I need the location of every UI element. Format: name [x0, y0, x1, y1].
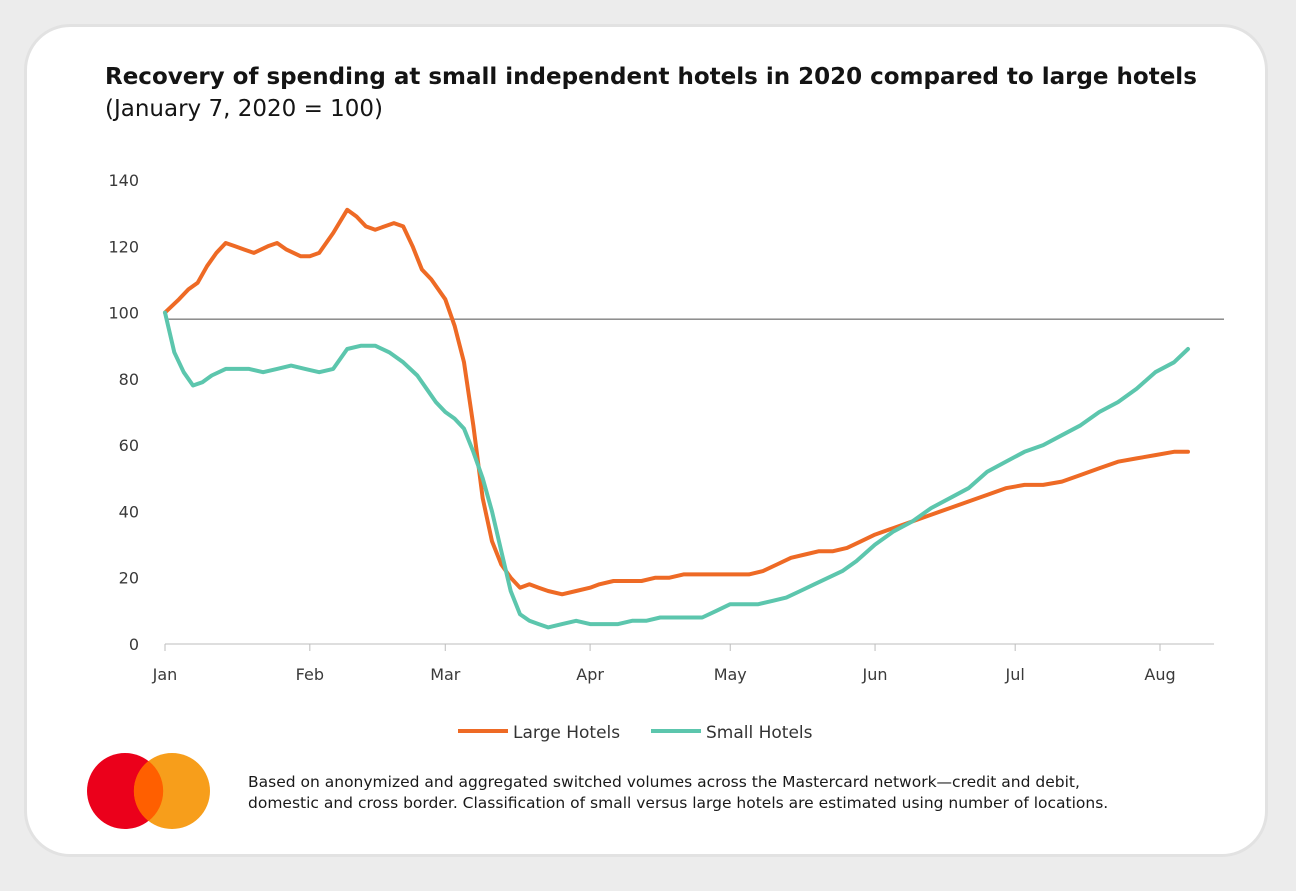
y-axis: 0 20 40 60 80 100 120 140: [108, 171, 139, 654]
chart-subtitle: (January 7, 2020 = 100): [105, 96, 384, 122]
y-tick-label: 120: [108, 237, 139, 256]
y-tick-label: 0: [129, 635, 139, 654]
footnote-line-1: Based on anonymized and aggregated switc…: [248, 773, 1080, 791]
legend-label-small-hotels: Small Hotels: [706, 723, 813, 743]
y-tick-label: 140: [108, 171, 139, 190]
legend-label-large-hotels: Large Hotels: [513, 723, 620, 743]
y-tick-label: 60: [119, 436, 139, 455]
legend: Large Hotels Small Hotels: [458, 723, 813, 743]
mastercard-overlap: [133, 761, 164, 821]
chart-title: Recovery of spending at small independen…: [105, 64, 1197, 90]
chart-card: [24, 24, 1268, 857]
series-line-small-hotels: [163, 310, 1190, 630]
y-tick-label: 100: [108, 304, 139, 323]
mastercard-logo: [87, 753, 210, 829]
x-tick-label: Feb: [296, 665, 324, 684]
x-tick-label: Jul: [1005, 665, 1025, 684]
footnote: Based on anonymized and aggregated switc…: [248, 772, 1108, 814]
x-tick-label: Apr: [576, 665, 604, 684]
x-tick-label: Aug: [1144, 665, 1175, 684]
series-lines: [163, 207, 1190, 630]
series-line-large-hotels: [163, 207, 1190, 597]
footnote-line-2: domestic and cross border. Classificatio…: [248, 794, 1109, 812]
y-tick-label: 40: [119, 502, 139, 521]
x-tick-label: Jan: [152, 665, 178, 684]
x-axis: Jan Feb Mar Apr May Jun Jul Aug: [152, 643, 1215, 684]
y-tick-label: 80: [119, 370, 139, 389]
x-tick-label: Jun: [862, 665, 888, 684]
y-tick-label: 20: [119, 569, 139, 588]
x-tick-label: May: [714, 665, 747, 684]
x-tick-label: Mar: [430, 665, 461, 684]
